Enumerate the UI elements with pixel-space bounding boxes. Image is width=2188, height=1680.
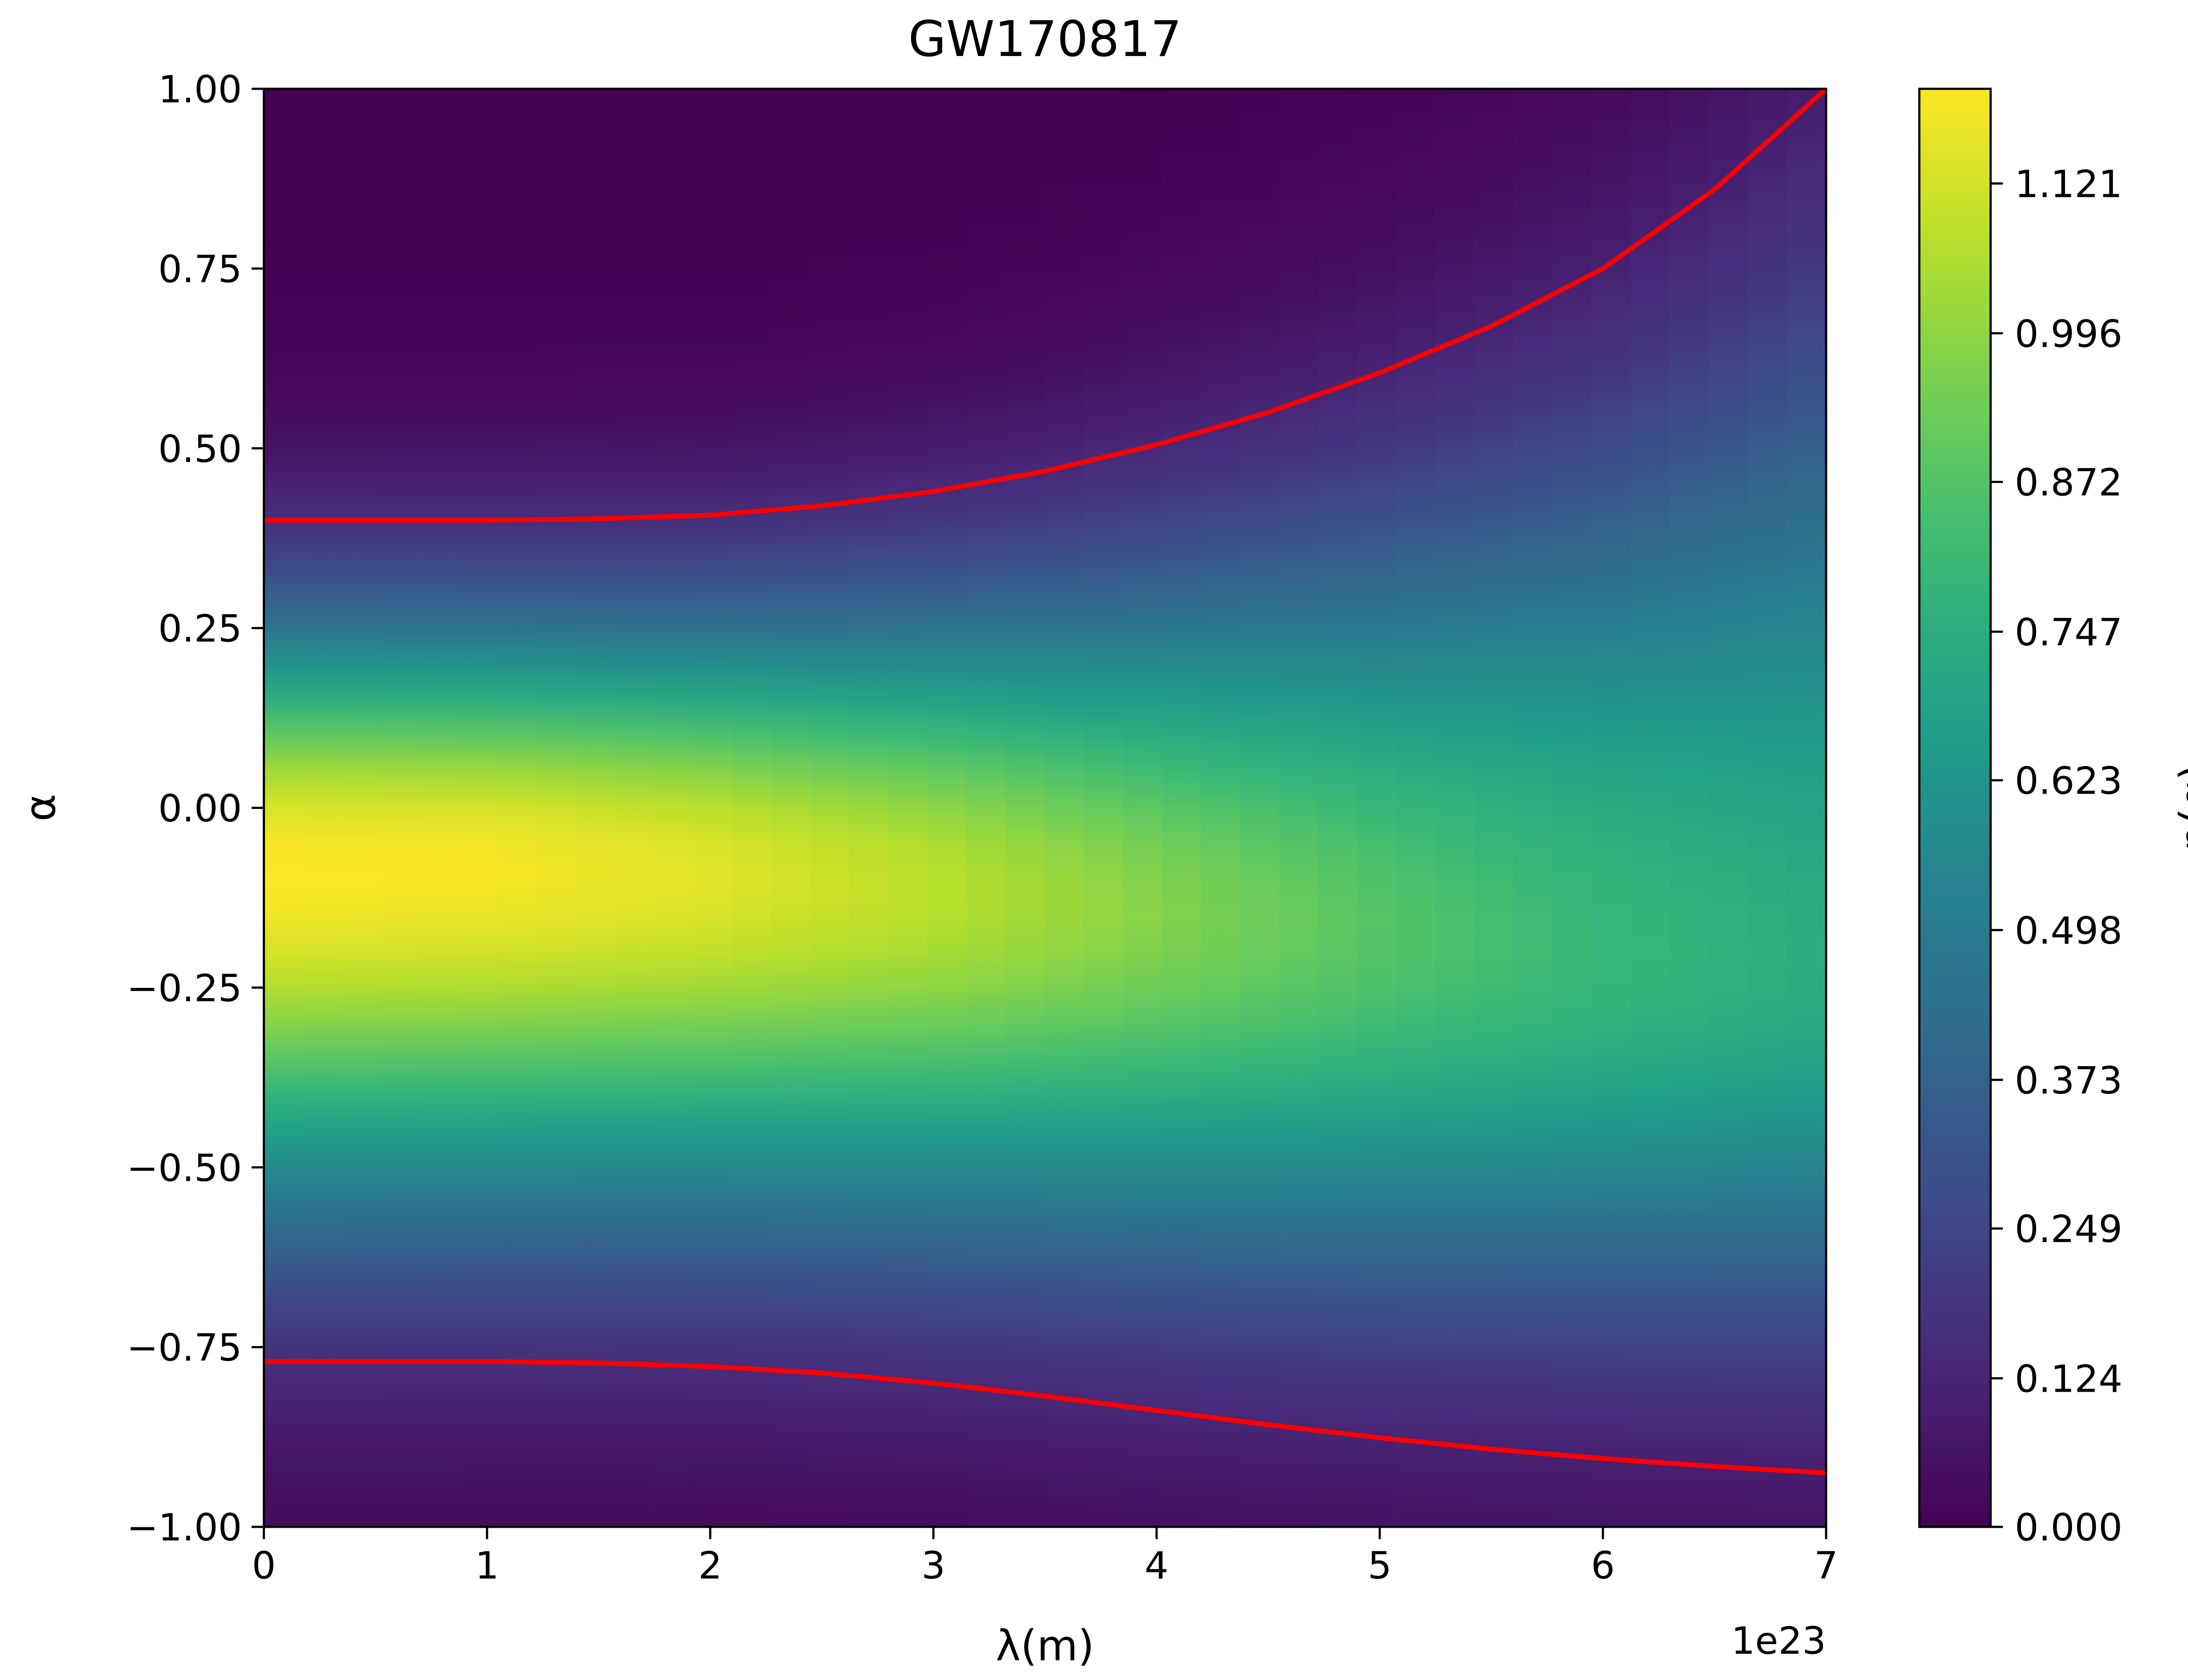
heatmap-image: [264, 89, 1826, 1527]
heatmap-column: [1669, 89, 1710, 1527]
colorbar-tick-label: 0.996: [2015, 312, 2122, 356]
heatmap-column: [693, 89, 733, 1527]
y-tick-label: 0.75: [158, 248, 242, 291]
y-axis-label: α: [16, 794, 65, 821]
x-tick-label: 6: [1591, 1544, 1615, 1588]
heatmap-column: [1240, 89, 1280, 1527]
heatmap-column: [1396, 89, 1436, 1527]
y-tick-label: 0.25: [158, 607, 242, 651]
heatmap-column: [576, 89, 616, 1527]
x-tick-label: 4: [1145, 1544, 1169, 1588]
colorbar: [1919, 89, 1991, 1527]
x-tick-label: 0: [252, 1544, 276, 1588]
credible-bound-lines: [264, 89, 1826, 1476]
lower-bound-line: [264, 1359, 1826, 1476]
x-axis-ticks: 0 1 2 3 4 5 6 7: [252, 1527, 1838, 1588]
heatmap-column: [888, 89, 929, 1527]
heatmap-column: [732, 89, 772, 1527]
heatmap-column: [1357, 89, 1397, 1527]
x-tick-label: 7: [1814, 1544, 1838, 1588]
colorbar-label: p(α): [2171, 764, 2188, 851]
y-tick-label: 0.50: [158, 427, 242, 471]
heatmap-column: [380, 89, 421, 1527]
x-tick-label: 1: [475, 1544, 499, 1588]
heatmap-column: [536, 89, 577, 1527]
heatmap-column: [1435, 89, 1475, 1527]
y-tick-label: −1.00: [126, 1506, 242, 1550]
heatmap-column: [1513, 89, 1553, 1527]
heatmap-column: [302, 89, 343, 1527]
heatmap-column: [966, 89, 1006, 1527]
y-tick-label: 0.00: [158, 787, 242, 831]
y-axis-ticks: 1.00 0.75 0.50 0.25 0.00 −0.25 −0.50 −0.75 −1.00: [126, 68, 264, 1550]
colorbar-tick-label: 0.249: [2015, 1208, 2122, 1251]
colorbar-tick-label: 0.747: [2015, 611, 2122, 654]
heatmap-column: [1708, 89, 1749, 1527]
colorbar-tick-label: 0.124: [2015, 1357, 2122, 1401]
colorbar-frame: [1918, 88, 1992, 1528]
upper-bound-line: [264, 89, 1826, 523]
y-tick-label: −0.50: [126, 1146, 242, 1190]
heatmap-column: [498, 89, 538, 1527]
heatmap-column: [771, 89, 811, 1527]
heatmap-column: [1591, 89, 1631, 1527]
heatmap-column: [1474, 89, 1514, 1527]
x-tick-label: 2: [698, 1544, 722, 1588]
colorbar-tick-label: 1.121: [2015, 162, 2122, 206]
heatmap-column: [341, 89, 382, 1527]
heatmap-column: [1318, 89, 1358, 1527]
heatmap-column: [1630, 89, 1670, 1527]
heatmap-column: [810, 89, 850, 1527]
heatmap-column: [927, 89, 968, 1527]
colorbar-tick-label: 0.872: [2015, 461, 2122, 504]
y-tick-label: 1.00: [158, 68, 242, 112]
x-axis-label: λ(m): [996, 1621, 1094, 1670]
heatmap-column: [1747, 89, 1788, 1527]
heatmap-column: [1279, 89, 1319, 1527]
heatmap-column: [1161, 89, 1202, 1527]
colorbar-tick-label: 0.373: [2015, 1059, 2122, 1102]
heatmap-column: [459, 89, 499, 1527]
heatmap-column: [615, 89, 655, 1527]
heatmap-column: [1005, 89, 1045, 1527]
heatmap-column: [420, 89, 460, 1527]
heatmap-column: [849, 89, 889, 1527]
colorbar-tick-label: 0.498: [2015, 909, 2122, 953]
heatmap-column: [1045, 89, 1085, 1527]
colorbar-tick-label: 0.000: [2015, 1506, 2122, 1550]
y-tick-label: −0.75: [126, 1326, 242, 1370]
x-offset-label: 1e23: [1731, 1619, 1826, 1663]
heatmap-column: [1552, 89, 1592, 1527]
x-tick-label: 5: [1368, 1544, 1392, 1588]
x-tick-label: 3: [922, 1544, 946, 1588]
colorbar-ticks: 0.000 0.124 0.249 0.373 0.498 0.623 0.747 0.872…: [1991, 162, 2122, 1550]
y-tick-label: −0.25: [126, 966, 242, 1010]
heatmap-column: [1201, 89, 1241, 1527]
heatmap-column: [1083, 89, 1124, 1527]
heatmap-column: [264, 89, 304, 1527]
heatmap-column: [1122, 89, 1163, 1527]
heatmap-column: [1786, 89, 1826, 1527]
heatmap-column: [654, 89, 694, 1527]
chart-title: GW170817: [908, 11, 1182, 68]
colorbar-tick-label: 0.623: [2015, 759, 2122, 803]
